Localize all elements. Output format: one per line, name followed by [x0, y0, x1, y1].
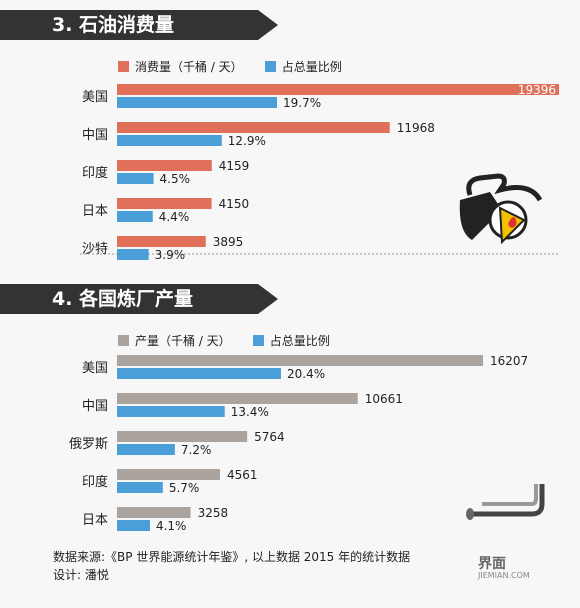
bar-share-0-2 [117, 173, 154, 184]
bar-share-label-0-2: 4.5% [160, 172, 191, 186]
pipeline-icon [466, 484, 545, 520]
bar-share-label-1-1: 13.4% [231, 405, 269, 419]
bar-primary-label-0-4: 3895 [213, 235, 244, 249]
bar-primary-label-0-0: 19396 [518, 83, 556, 97]
bar-primary-0-2 [117, 160, 212, 171]
bar-share-label-0-1: 12.9% [228, 134, 266, 148]
bar-primary-label-0-1: 11968 [397, 121, 435, 135]
category-label-1-2: 俄罗斯 [69, 437, 108, 452]
bar-primary-1-0 [117, 355, 483, 366]
category-label-1-3: 印度 [82, 474, 108, 490]
legend-swatch-output-share [252, 335, 264, 346]
legend-label-output-share: 占总量比例 [269, 334, 330, 348]
category-label-0-1: 中国 [82, 128, 108, 143]
category-label-1-0: 美国 [82, 361, 108, 376]
footer-source: 数据来源:《BP 世界能源统计年鉴》, 以上数据 2015 年的统计数据 [53, 550, 411, 564]
section-title-oil-consumption: 3. 石油消费量 [0, 10, 278, 40]
bar-primary-label-1-4: 3258 [198, 506, 229, 520]
footer-logo-cn: 界面 [478, 553, 506, 573]
bar-primary-1-3 [117, 469, 221, 480]
bar-primary-label-0-3: 4150 [219, 197, 250, 211]
bar-share-label-0-3: 4.4% [159, 210, 190, 224]
bar-share-0-3 [117, 211, 153, 222]
category-label-1-1: 中国 [82, 399, 108, 414]
bar-share-label-1-2: 7.2% [181, 443, 212, 457]
footer-designer: 设计: 潘悦 [53, 568, 109, 582]
bar-share-1-1 [117, 406, 225, 417]
bar-primary-label-1-2: 5764 [254, 430, 285, 444]
bar-primary-label-1-0: 16207 [490, 354, 528, 368]
section-title-refinery-output: 4. 各国炼厂产量 [0, 284, 278, 314]
bar-primary-1-4 [117, 507, 191, 518]
legend-swatch-share [264, 61, 276, 72]
bar-primary-0-3 [117, 198, 212, 209]
bar-share-1-4 [117, 520, 150, 531]
footer-logo-en: JIEMIAN.COM [478, 571, 530, 580]
bar-share-0-4 [117, 249, 149, 260]
bar-share-label-0-4: 3.9% [155, 248, 186, 262]
legend-label-consumption: 消费量（千桶 / 天） [135, 60, 243, 74]
bar-share-1-0 [117, 368, 281, 379]
bar-share-label-1-0: 20.4% [287, 367, 325, 381]
bar-share-label-0-0: 19.7% [283, 96, 321, 110]
legend-refinery-output: 产量（千桶 / 天） 占总量比例 [118, 332, 352, 349]
category-label-0-2: 印度 [82, 165, 108, 181]
bar-primary-label-0-2: 4159 [219, 159, 250, 173]
legend-swatch-output [118, 335, 129, 346]
bar-primary-label-1-1: 10661 [365, 392, 403, 406]
bar-share-1-3 [117, 482, 163, 493]
bar-primary-0-1 [117, 122, 390, 133]
bar-share-0-1 [117, 135, 222, 146]
legend-oil-consumption: 消费量（千桶 / 天） 占总量比例 [118, 58, 364, 75]
category-label-0-3: 日本 [82, 204, 108, 219]
category-label-0-4: 沙特 [82, 242, 108, 257]
legend-label-output: 产量（千桶 / 天） [135, 334, 231, 348]
bar-primary-label-1-3: 4561 [227, 468, 258, 482]
bar-share-label-1-4: 4.1% [156, 519, 187, 533]
category-label-1-4: 日本 [82, 513, 108, 528]
legend-swatch-consumption [118, 61, 129, 72]
fuel-pump-icon [459, 173, 543, 245]
legend-label-share: 占总量比例 [281, 60, 342, 74]
logo-text: 界面 [478, 556, 506, 572]
bar-primary-1-1 [117, 393, 358, 404]
bar-primary-1-2 [117, 431, 248, 442]
bar-primary-0-0 [117, 84, 559, 95]
bar-share-0-0 [117, 97, 277, 108]
category-label-0-0: 美国 [82, 90, 108, 105]
bar-share-1-2 [117, 444, 175, 455]
bar-primary-0-4 [117, 236, 206, 247]
bar-share-label-1-3: 5.7% [169, 481, 200, 495]
